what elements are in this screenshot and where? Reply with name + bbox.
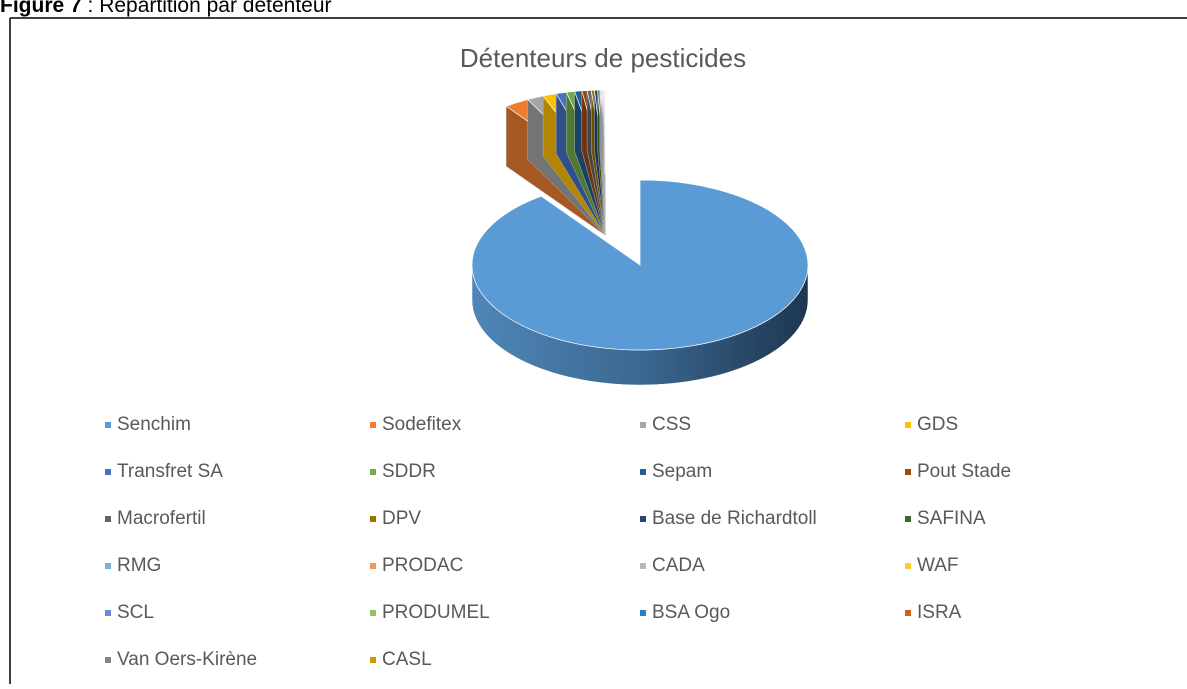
legend-label: GDS bbox=[917, 414, 958, 435]
legend-label: PRODUMEL bbox=[382, 602, 490, 623]
legend-label: DPV bbox=[382, 508, 421, 529]
legend-swatch bbox=[370, 516, 376, 522]
pie-slice bbox=[472, 180, 808, 350]
legend-label: CASL bbox=[382, 649, 432, 670]
legend-label: BSA Ogo bbox=[652, 602, 730, 623]
legend-swatch bbox=[370, 657, 376, 663]
legend-label: Sepam bbox=[652, 461, 712, 482]
legend-swatch bbox=[105, 563, 111, 569]
legend-swatch bbox=[105, 516, 111, 522]
legend-swatch bbox=[105, 469, 111, 475]
legend-swatch bbox=[905, 610, 911, 616]
legend-swatch bbox=[640, 469, 646, 475]
legend-swatch bbox=[370, 469, 376, 475]
legend-swatch bbox=[640, 516, 646, 522]
legend-swatch bbox=[640, 610, 646, 616]
legend-swatch bbox=[640, 422, 646, 428]
legend-label: CSS bbox=[652, 414, 691, 435]
chart-title: Détenteurs de pesticides bbox=[460, 43, 746, 73]
legend-swatch bbox=[370, 563, 376, 569]
legend-label: Transfret SA bbox=[117, 461, 223, 482]
legend-swatch bbox=[105, 657, 111, 663]
legend-label: Base de Richardtoll bbox=[652, 508, 817, 529]
legend-swatch bbox=[370, 610, 376, 616]
legend-swatch bbox=[370, 422, 376, 428]
legend-swatch bbox=[905, 516, 911, 522]
legend: Senchim Sodefitex CSS GDS Transfret SA SDDR Se… bbox=[105, 414, 1011, 670]
figure-caption: Figure 7 : Répartition par détenteur bbox=[0, 0, 332, 17]
legend-label: RMG bbox=[117, 555, 161, 576]
legend-swatch bbox=[905, 563, 911, 569]
legend-label: PRODAC bbox=[382, 555, 463, 576]
pie bbox=[472, 90, 808, 385]
legend-swatch bbox=[905, 422, 911, 428]
legend-label: Sodefitex bbox=[382, 414, 462, 435]
legend-label: Van Oers-Kirène bbox=[117, 649, 257, 670]
caption-label: Figure 7 bbox=[0, 0, 82, 17]
legend-label: SDDR bbox=[382, 461, 436, 482]
legend-label: WAF bbox=[917, 555, 959, 576]
legend-label: Senchim bbox=[117, 414, 191, 435]
legend-label: SAFINA bbox=[917, 508, 986, 529]
legend-label: ISRA bbox=[917, 602, 962, 623]
caption-text: : Répartition par détenteur bbox=[82, 0, 332, 17]
legend-swatch bbox=[105, 422, 111, 428]
legend-label: Pout Stade bbox=[917, 461, 1011, 482]
legend-swatch bbox=[640, 563, 646, 569]
legend-swatch bbox=[905, 469, 911, 475]
legend-label: Macrofertil bbox=[117, 508, 206, 529]
legend-label: CADA bbox=[652, 555, 705, 576]
legend-label: SCL bbox=[117, 602, 154, 623]
legend-swatch bbox=[105, 610, 111, 616]
